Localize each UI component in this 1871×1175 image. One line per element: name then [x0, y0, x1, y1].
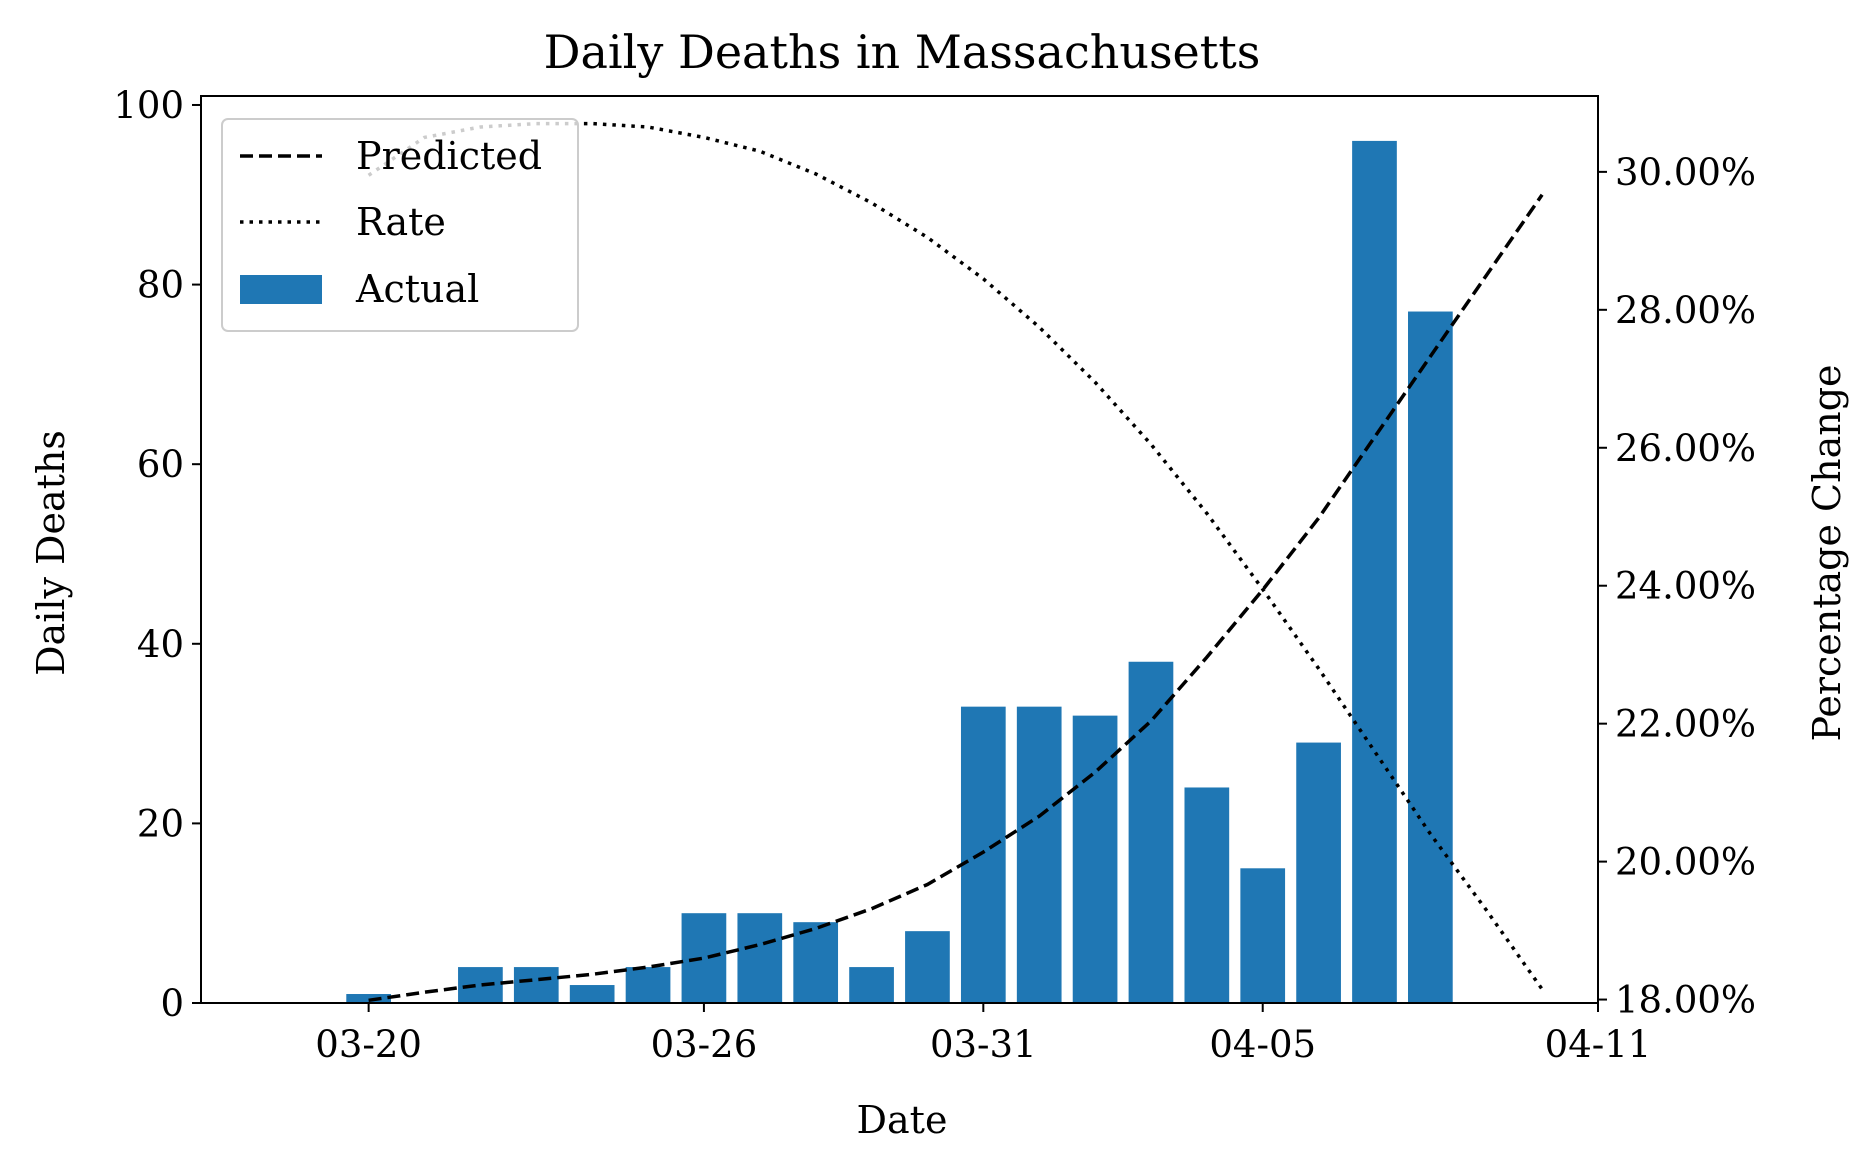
y-tick-label-0: 0 [160, 982, 184, 1025]
legend-label-actual: Actual [355, 267, 479, 311]
bar-03-23 [513, 967, 559, 1003]
bar-04-08 [1408, 311, 1453, 1003]
bars-layer [346, 140, 1453, 1003]
bar-03-25 [625, 967, 671, 1003]
legend-label-predicted: Predicted [356, 134, 542, 178]
x-axis-label: Date [857, 1098, 948, 1142]
y2-tick-label-22.00%: 22.00% [1615, 703, 1756, 746]
bar-03-24 [569, 985, 615, 1003]
x-tick-label-03-26: 03-26 [651, 1023, 758, 1066]
y-tick-label-40: 40 [137, 623, 184, 666]
bar-03-26 [681, 913, 727, 1003]
legend: Predicted Rate Actual [221, 118, 579, 332]
axes-layer: 03-20 03-26 03-31 04-05 04-11 0 20 40 60 80 100 18.… [113, 84, 1756, 1066]
bar-03-28 [793, 922, 839, 1003]
bar-03-20 [346, 994, 391, 1003]
y2-tick-label-20.00%: 20.00% [1615, 841, 1756, 884]
bar-03-31 [960, 706, 1006, 1003]
y-tick-label-100: 100 [113, 84, 184, 127]
bar-04-06 [1296, 742, 1341, 1003]
legend-swatch-actual [240, 275, 322, 304]
bar-04-02 [1072, 715, 1118, 1003]
bar-04-05 [1240, 868, 1286, 1003]
x-tick-label-03-20: 03-20 [315, 1023, 422, 1066]
y2-axis-label: Percentage Change [1805, 364, 1849, 741]
y-tick-label-60: 60 [137, 443, 184, 486]
bar-04-07 [1352, 140, 1397, 1003]
chart-title: Daily Deaths in Massachusetts [544, 25, 1261, 79]
legend-label-rate: Rate [356, 200, 446, 244]
y-axis-label: Daily Deaths [29, 430, 73, 676]
bar-03-22 [458, 967, 503, 1003]
rate-line [367, 121, 1544, 991]
y-tick-label-80: 80 [137, 264, 184, 307]
lines-layer [367, 121, 1544, 1003]
bar-04-04 [1184, 787, 1230, 1003]
y2-tick-label-30.00%: 30.00% [1615, 151, 1756, 194]
bar-04-03 [1128, 661, 1174, 1003]
bar-03-30 [905, 931, 950, 1003]
y2-tick-label-18.00%: 18.00% [1615, 979, 1756, 1022]
predicted-line [368, 193, 1544, 1003]
x-tick-label-04-05: 04-05 [1209, 1023, 1316, 1066]
y2-tick-label-28.00%: 28.00% [1615, 289, 1756, 332]
plot-frame [200, 95, 1599, 1004]
bar-04-01 [1016, 706, 1062, 1003]
x-tick-label-03-31: 03-31 [930, 1023, 1037, 1066]
y-tick-label-20: 20 [137, 802, 184, 845]
x-tick-label-04-11: 04-11 [1545, 1023, 1652, 1066]
y2-tick-label-26.00%: 26.00% [1615, 427, 1756, 470]
bar-03-29 [849, 967, 894, 1003]
y2-tick-label-24.00%: 24.00% [1615, 565, 1756, 608]
bar-03-27 [737, 913, 783, 1003]
